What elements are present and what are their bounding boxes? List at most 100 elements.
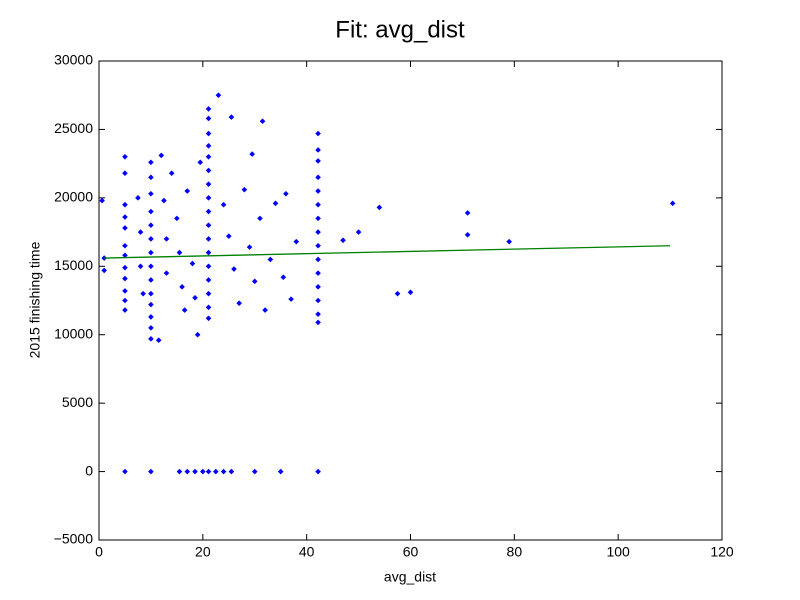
scatter-point	[225, 233, 232, 239]
scatter-point	[205, 195, 212, 201]
scatter-point	[213, 468, 219, 475]
scatter-point	[205, 154, 212, 160]
scatter-point	[315, 270, 321, 276]
scatter-point	[122, 225, 128, 231]
scatter-point	[148, 249, 154, 256]
scatter-point	[197, 159, 204, 166]
plot-frame	[98, 60, 723, 541]
x-tick-label: 80	[507, 544, 523, 560]
scatter-point	[122, 170, 128, 177]
scatter-point	[315, 215, 321, 222]
x-tick-label: 0	[95, 544, 103, 560]
scatter-point	[315, 242, 321, 249]
scatter-point	[205, 222, 212, 229]
scatter-point	[215, 92, 222, 99]
scatter-point	[205, 130, 212, 137]
x-tick-label: 100	[606, 544, 630, 560]
y-tick-label: 20000	[54, 189, 93, 205]
scatter-point	[101, 267, 107, 274]
scatter-point	[205, 304, 212, 311]
scatter-point	[249, 151, 255, 157]
scatter-point	[176, 249, 183, 256]
scatter-point	[122, 307, 128, 313]
scatter-point	[148, 190, 154, 197]
scatter-point	[220, 201, 227, 208]
scatter-point	[251, 468, 258, 475]
scatter-point	[315, 229, 321, 235]
y-tick-label: 5000	[62, 394, 93, 410]
y-tick-label: 25000	[54, 120, 93, 136]
scatter-point	[176, 468, 183, 475]
scatter-point	[394, 290, 401, 297]
scatter-point	[220, 468, 227, 475]
scatter-point	[205, 143, 212, 149]
scatter-point	[277, 468, 284, 475]
scatter-point	[267, 256, 274, 263]
scatter-point	[231, 266, 237, 272]
scatter-point	[148, 174, 154, 181]
scatter-point	[407, 289, 414, 296]
x-tick-label: 40	[299, 544, 315, 560]
scatter-point	[189, 260, 196, 267]
scatter-point	[205, 263, 212, 270]
scatter-point	[179, 284, 185, 290]
scatter-point	[283, 190, 289, 197]
scatter-point	[506, 238, 512, 245]
y-tick-label: 15000	[54, 257, 93, 273]
scatter-point	[236, 300, 242, 307]
scatter-point	[205, 249, 212, 256]
scatter-point	[205, 115, 212, 122]
scatter-point	[205, 181, 212, 187]
scatter-point	[137, 229, 144, 235]
scatter-point	[669, 200, 676, 207]
scatter-point	[148, 208, 154, 215]
scatter-point	[205, 277, 212, 283]
scatter-point	[192, 468, 198, 475]
scatter-point	[315, 188, 321, 194]
scatter-point	[205, 167, 212, 174]
scatter-point	[122, 214, 128, 220]
scatter-point	[262, 307, 268, 313]
scatter-point	[148, 290, 154, 297]
scatter-point	[137, 263, 144, 270]
scatter-point	[251, 278, 258, 285]
scatter-point	[228, 468, 235, 475]
scatter-point	[174, 215, 180, 222]
scatter-point	[315, 201, 321, 208]
scatter-point	[122, 201, 128, 208]
scatter-point	[315, 319, 321, 326]
scatter-point	[205, 236, 212, 242]
scatter-point	[272, 200, 279, 207]
scatter-point	[315, 284, 321, 290]
scatter-point	[163, 270, 170, 276]
y-tick-label: −5000	[54, 531, 94, 547]
scatter-point	[205, 468, 212, 475]
scatter-point	[205, 106, 212, 112]
y-axis-label: 2015 finishing time	[27, 241, 43, 358]
chart-title: Fit: avg_dist	[335, 16, 465, 43]
scatter-point	[122, 468, 128, 475]
scatter-point	[148, 301, 154, 308]
scatter-point	[228, 114, 235, 120]
scatter-point	[257, 215, 263, 222]
x-tick-label: 60	[403, 544, 419, 560]
scatter-point	[148, 325, 154, 331]
scatter-point	[158, 152, 165, 159]
scatter-point	[288, 296, 294, 302]
scatter-point	[122, 288, 128, 294]
scatter-point	[148, 336, 154, 342]
scatter-point	[184, 468, 191, 475]
fit-line	[104, 245, 671, 259]
scatter-point	[315, 256, 321, 263]
scatter-point	[163, 236, 170, 242]
scatter-point	[122, 264, 128, 271]
scatter-point	[148, 314, 154, 320]
scatter-point	[205, 315, 212, 322]
scatter-point	[205, 290, 212, 297]
scatter-point	[148, 468, 154, 475]
scatter-point	[99, 197, 105, 204]
scatter-point	[200, 468, 206, 475]
scatter-point	[315, 297, 321, 304]
scatter-point	[355, 229, 362, 235]
